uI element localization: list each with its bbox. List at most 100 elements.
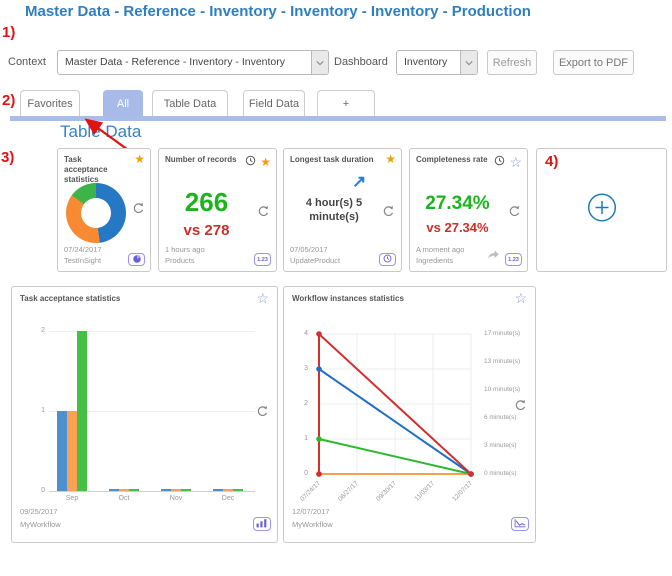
card-source: UpdateProduct — [290, 256, 341, 265]
gridline — [49, 491, 255, 492]
trend-up-arrow-icon: ↗ — [352, 172, 367, 191]
history-clock-icon[interactable] — [494, 153, 505, 171]
page-title: Master Data - Reference - Inventory - In… — [25, 3, 531, 20]
card-ago: 1 hours ago — [165, 245, 205, 254]
kpi-compare: vs 27.34% — [426, 220, 489, 235]
line-chart-icon — [514, 518, 526, 530]
card-add-widget: 4) — [536, 148, 667, 272]
refresh-icon[interactable] — [514, 399, 527, 412]
add-widget-button[interactable] — [586, 192, 618, 229]
right-y-label: 6 minute(s) — [484, 414, 517, 421]
favorite-star-icon[interactable]: ☆ — [509, 154, 522, 170]
refresh-button[interactable]: Refresh — [487, 50, 537, 75]
bar-series-1 — [161, 489, 171, 491]
right-y-label: 10 minute(s) — [484, 386, 521, 393]
bar-chart-plot: 0 1 2 Sep Oct Nov Dec — [41, 327, 255, 502]
refresh-icon[interactable] — [257, 205, 270, 218]
bar-series-2 — [171, 489, 181, 491]
favorite-star-icon[interactable]: ☆ — [256, 290, 269, 306]
clock-type-icon[interactable] — [379, 253, 396, 266]
tab-all[interactable]: All — [103, 90, 143, 116]
dashboard-label: Dashboard — [334, 56, 388, 68]
card-title: Number of records — [165, 155, 237, 164]
x-tick-label: Sep — [65, 495, 79, 502]
dashboard-select-value: Inventory — [404, 56, 448, 68]
chevron-down-icon — [311, 51, 328, 74]
refresh-icon[interactable] — [132, 202, 145, 215]
annotation-2: 2) — [2, 92, 16, 109]
bar-series-3 — [77, 331, 87, 491]
pie-icon — [132, 254, 142, 266]
card-title: Workflow instances statistics — [292, 294, 404, 303]
tab-favorites[interactable]: Favorites — [20, 90, 80, 116]
y-tick-label: 1 — [41, 407, 45, 414]
card-source: Products — [165, 256, 195, 265]
card-source: MyWorkflow — [292, 520, 333, 529]
favorite-star-icon[interactable]: ★ — [260, 155, 271, 169]
kpi-value: 266 — [184, 187, 229, 217]
card-title: Completeness rate — [416, 155, 488, 164]
share-icon[interactable] — [487, 247, 500, 265]
context-select[interactable]: Master Data - Reference - Inventory - In… — [57, 50, 329, 75]
card-date: 07/24/2017 — [64, 245, 102, 254]
bar-series-2 — [67, 411, 77, 491]
bar-chart-icon — [256, 518, 268, 530]
annotation-1: 1) — [2, 24, 16, 41]
card-ago: A moment ago — [416, 245, 465, 254]
bar-series-1 — [109, 489, 119, 491]
clock-icon — [383, 254, 392, 265]
y-tick-label: 0 — [41, 487, 45, 494]
bar-series-3 — [233, 489, 243, 491]
pie-type-icon[interactable] — [128, 253, 145, 266]
gridline — [49, 411, 255, 412]
left-y-tick: 4 — [304, 330, 308, 337]
line-type-icon[interactable] — [511, 517, 529, 531]
card-title: Task acceptance statistics — [64, 155, 108, 184]
card-source: TestInSight — [64, 256, 102, 265]
card-title: Task acceptance statistics — [20, 294, 121, 303]
card-date: 12/07/2017 — [292, 507, 330, 516]
bar-series-1 — [213, 489, 223, 491]
favorite-star-icon[interactable]: ★ — [134, 152, 145, 166]
bar-series-3 — [129, 489, 139, 491]
refresh-icon[interactable] — [382, 205, 395, 218]
card-number-of-records: Number of records ★ 266 vs 278 1 hours a… — [158, 148, 277, 272]
left-y-tick: 3 — [304, 365, 308, 372]
card-bar-chart: Task acceptance statistics ☆ 0 1 2 Sep Oct No… — [11, 286, 278, 543]
kpi-value: 4 hour(s) 5 minute(s) — [305, 197, 363, 223]
export-pdf-button[interactable]: Export to PDF — [553, 50, 634, 75]
number-format-badge[interactable]: 1.23 — [254, 253, 271, 266]
bar-series-2 — [223, 489, 233, 491]
card-completeness-rate: Completeness rate ☆ 27.34% vs 27.34% A m… — [409, 148, 528, 272]
history-clock-icon[interactable] — [245, 153, 256, 171]
kpi-value: 27.34% — [425, 193, 490, 214]
number-format-badge[interactable]: 1.23 — [505, 253, 522, 266]
bar-series-1 — [57, 411, 67, 491]
tab-table-data[interactable]: Table Data — [152, 90, 228, 116]
chevron-down-icon — [460, 51, 477, 74]
card-task-acceptance: Task acceptance statistics ★ 07/24/2017 … — [57, 148, 151, 272]
refresh-icon[interactable] — [508, 205, 521, 218]
right-y-label: 3 minute(s) — [484, 442, 517, 449]
refresh-icon[interactable] — [256, 405, 269, 418]
context-label: Context — [8, 56, 46, 68]
card-line-chart: Workflow instances statistics ☆ 0 1 2 3 4 17… — [283, 286, 536, 543]
context-select-value: Master Data - Reference - Inventory - In… — [65, 56, 286, 68]
tab-add[interactable]: + — [317, 90, 375, 116]
card-date: 07/05/2017 — [290, 245, 328, 254]
tab-field-data[interactable]: Field Data — [243, 90, 305, 116]
bar-type-icon[interactable] — [253, 517, 271, 531]
right-y-label: 13 minute(s) — [484, 358, 521, 365]
x-tick-label: Oct — [118, 495, 130, 502]
card-source: MyWorkflow — [20, 520, 61, 529]
y-tick-label: 2 — [41, 327, 45, 334]
annotation-3: 3) — [1, 149, 15, 166]
kpi-compare: vs 278 — [183, 222, 230, 239]
favorite-star-icon[interactable]: ☆ — [514, 290, 527, 306]
line-chart-svg — [316, 331, 474, 477]
right-y-label: 17 minute(s) — [484, 330, 521, 337]
section-title: Table Data — [60, 122, 142, 141]
dashboard-select[interactable]: Inventory — [396, 50, 478, 75]
x-tick-label: Dec — [221, 495, 235, 502]
favorite-star-icon[interactable]: ★ — [385, 152, 396, 166]
